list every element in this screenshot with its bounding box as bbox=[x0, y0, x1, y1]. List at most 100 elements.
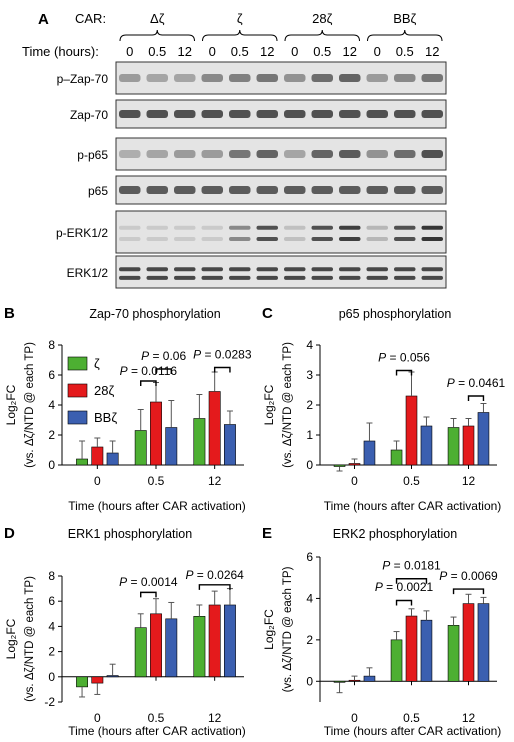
p-value-label: P = 0.0283 bbox=[193, 348, 252, 362]
blot-band bbox=[119, 186, 141, 194]
bar bbox=[165, 618, 178, 678]
blot-band bbox=[339, 225, 361, 230]
group-brace bbox=[119, 29, 195, 42]
blot-band bbox=[339, 74, 361, 82]
y-tick-label: 6 bbox=[48, 594, 55, 608]
blot-band bbox=[284, 150, 306, 158]
legend-label: 28ζ bbox=[94, 383, 114, 398]
significance-bracket bbox=[395, 578, 428, 584]
legend-swatch bbox=[67, 356, 88, 371]
blot-band bbox=[284, 267, 306, 272]
blot-band bbox=[174, 275, 196, 280]
y-tick-label: 2 bbox=[48, 645, 55, 659]
blot-band bbox=[174, 74, 196, 82]
p-value-label: P = 0.056 bbox=[378, 351, 430, 365]
blot-band bbox=[421, 275, 443, 280]
y-tick-label: 0 bbox=[306, 458, 313, 472]
x-tick-label: 0 bbox=[351, 474, 358, 488]
legend-label: ζ bbox=[94, 356, 100, 371]
significance-bracket bbox=[155, 368, 172, 374]
y-tick-label: 4 bbox=[48, 398, 55, 412]
p-value-label: P = 0.0021 bbox=[375, 580, 434, 594]
blot-band bbox=[366, 267, 388, 272]
blot-band bbox=[119, 237, 141, 242]
bar bbox=[348, 463, 361, 466]
blot-band bbox=[366, 275, 388, 280]
blot-band bbox=[146, 186, 168, 194]
bar bbox=[363, 675, 376, 682]
blot-band bbox=[201, 186, 223, 194]
y-tick-label: 3 bbox=[306, 368, 313, 382]
blot-row-label: ERK1/2 bbox=[67, 266, 109, 280]
blot-band bbox=[394, 237, 416, 242]
blot-band bbox=[201, 74, 223, 82]
chart-title: ERK2 phosphorylation bbox=[333, 527, 457, 541]
y-tick-label: 8 bbox=[48, 569, 55, 583]
blot-band bbox=[174, 237, 196, 242]
bar bbox=[405, 395, 418, 466]
y-tick-label: -2 bbox=[44, 695, 55, 709]
blot-band bbox=[146, 275, 168, 280]
blot-row-label: p-ERK1/2 bbox=[56, 226, 108, 240]
blot-band bbox=[229, 110, 251, 118]
x-tick-label: 12 bbox=[208, 711, 222, 725]
blot-band bbox=[146, 110, 168, 118]
bar bbox=[447, 625, 460, 682]
blot-band bbox=[256, 225, 278, 230]
blot-band bbox=[146, 74, 168, 82]
y-tick-label: 2 bbox=[48, 428, 55, 442]
car-label: CAR: bbox=[75, 11, 106, 26]
blot-band bbox=[366, 110, 388, 118]
blot-band bbox=[146, 225, 168, 230]
bar bbox=[193, 616, 206, 678]
bar bbox=[134, 430, 147, 466]
blot-band bbox=[146, 150, 168, 158]
bar bbox=[363, 440, 376, 466]
western-blot-panel: A CAR: Time (hours): Δζ 0 0.5 12 ζ 0 0.5 12 28ζ 0… bbox=[22, 11, 447, 289]
x-tick-label: 12 bbox=[462, 711, 476, 725]
blot-band bbox=[421, 267, 443, 272]
blot-band bbox=[146, 237, 168, 242]
x-tick-label: 0.5 bbox=[148, 711, 165, 725]
blot-band bbox=[284, 225, 306, 230]
x-axis-label: Time (hours after CAR activation) bbox=[324, 724, 502, 738]
blot-band bbox=[366, 237, 388, 242]
bar bbox=[165, 427, 178, 466]
bar bbox=[224, 424, 236, 466]
y-tick-label: 6 bbox=[48, 368, 55, 382]
significance-bracket bbox=[140, 591, 157, 598]
y-axis-label-sub: (vs. Δζ/NTD @ each TP) bbox=[24, 342, 36, 468]
blot-band bbox=[284, 275, 306, 280]
blot-band bbox=[311, 267, 333, 272]
blot-band bbox=[256, 267, 278, 272]
blot-band bbox=[339, 150, 361, 158]
chart-e-erk2: E ERK2 phosphorylation 0 2 4 6 Log₂FC (vs. Δζ/N… bbox=[262, 525, 501, 738]
x-tick-label: 0 bbox=[351, 711, 358, 725]
timepoint-label: 0 bbox=[209, 44, 216, 59]
bar bbox=[76, 676, 88, 688]
timepoint-label: 0.5 bbox=[231, 44, 249, 59]
blot-strip bbox=[115, 210, 447, 254]
blot-band bbox=[421, 74, 443, 82]
blot-band bbox=[119, 110, 141, 118]
blot-row-label: p–Zap-70 bbox=[57, 72, 109, 86]
bar bbox=[150, 401, 162, 466]
panel-letter: C bbox=[262, 305, 273, 322]
blot-band bbox=[201, 110, 223, 118]
blot-band bbox=[256, 110, 278, 118]
bar bbox=[224, 604, 236, 678]
legend-swatch bbox=[67, 410, 88, 425]
y-axis-label: Log₂FC bbox=[262, 609, 276, 650]
legend-swatch bbox=[67, 383, 88, 398]
blot-band bbox=[146, 267, 168, 272]
p-value-label: P = 0.0264 bbox=[185, 568, 244, 582]
timepoint-label: 0.5 bbox=[148, 44, 166, 59]
bar bbox=[208, 391, 221, 466]
bar bbox=[447, 427, 460, 466]
bar bbox=[420, 619, 433, 682]
blot-band bbox=[119, 150, 141, 158]
blot-band bbox=[284, 110, 306, 118]
p-value-label: P = 0.0069 bbox=[439, 569, 498, 583]
bar bbox=[420, 425, 433, 466]
y-axis-label-sub: (vs. Δζ/NTD @ each TP) bbox=[282, 566, 294, 692]
